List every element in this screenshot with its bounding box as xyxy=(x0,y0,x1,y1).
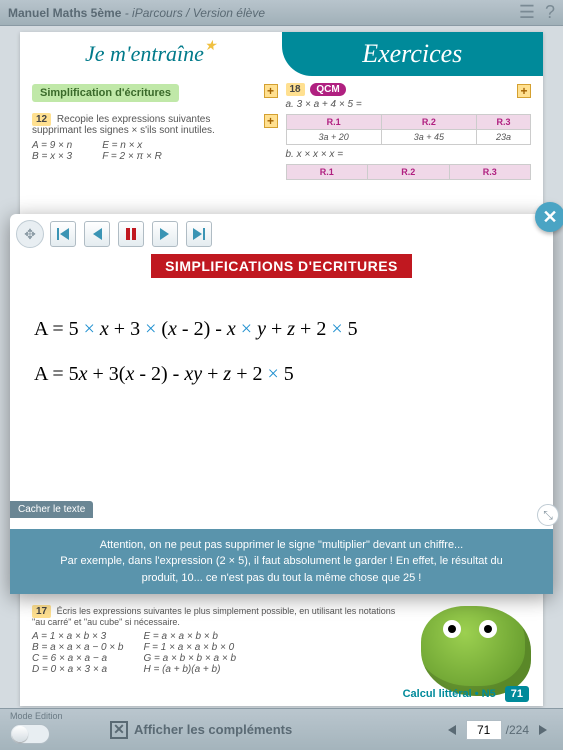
overlay-toolbar: ✥ xyxy=(10,214,553,254)
app-title: Manuel Maths 5ème - iParcours / Version … xyxy=(8,6,265,20)
last-button[interactable] xyxy=(186,221,212,247)
prev-button[interactable] xyxy=(84,221,110,247)
equation: B = x × 3 xyxy=(32,151,72,162)
bottom-left: 17 Écris les expressions suivantes le pl… xyxy=(32,606,399,696)
qcm-table-b: R.1R.2R.3 xyxy=(286,164,532,180)
mode-edition-label: Mode Edition xyxy=(10,711,63,721)
resize-handle-icon[interactable]: ⤡ xyxy=(537,504,559,526)
table-cell[interactable]: 3a + 45 xyxy=(381,130,476,145)
note-line: Attention, on ne peut pas supprimer le s… xyxy=(24,537,539,554)
equation: E = n × x xyxy=(102,140,162,151)
equation: A = 1 × a × b × 3 xyxy=(32,631,123,642)
table-header[interactable]: R.2 xyxy=(368,165,450,180)
equation: F = 1 × a × a × b × 0 xyxy=(143,642,236,653)
expand-button[interactable]: + xyxy=(517,84,531,98)
chapter-label: Calcul littéral • N5 xyxy=(403,688,496,700)
move-handle-icon[interactable]: ✥ xyxy=(16,220,44,248)
help-icon[interactable]: ? xyxy=(545,2,555,23)
page-header: Je m'entraîne★ Exercices xyxy=(20,32,543,76)
table-header[interactable]: R.1 xyxy=(286,115,381,130)
page-number-badge: 71 xyxy=(505,686,529,702)
edition-toggle[interactable] xyxy=(10,724,50,744)
table-header[interactable]: R.2 xyxy=(381,115,476,130)
afficher-label: Afficher les compléments xyxy=(134,722,292,737)
expand-button[interactable]: + xyxy=(264,114,278,128)
overlay-body: A = 5 × x + 3 × (x - 2) - x × y + z + 2 … xyxy=(10,276,553,418)
table-header[interactable]: R.3 xyxy=(476,115,530,130)
table-cell[interactable]: 3a + 20 xyxy=(286,130,381,145)
pause-button[interactable] xyxy=(118,221,144,247)
expand-button[interactable]: + xyxy=(264,84,278,98)
qcm-line-a: a. 3 × a + 4 × 5 = xyxy=(286,99,532,110)
page-input[interactable] xyxy=(466,720,502,740)
qcm-table-a: R.1R.2R.3 3a + 203a + 4523a xyxy=(286,114,532,145)
equation: F = 2 × π × R xyxy=(102,151,162,162)
next-button[interactable] xyxy=(152,221,178,247)
section-title: Simplification d'écritures xyxy=(32,84,179,102)
hide-text-tab[interactable]: Cacher le texte xyxy=(10,501,93,518)
table-header[interactable]: R.3 xyxy=(449,165,531,180)
equation: H = (a + b)(a + b) xyxy=(143,664,236,675)
header-left: Je m'entraîne★ xyxy=(20,32,282,76)
crocodile-illustration xyxy=(411,606,531,696)
qcm-badge: QCM xyxy=(310,83,345,96)
note-line: produit, 10... ce n'est pas du tout la m… xyxy=(24,570,539,587)
overlay-title-wrap: SIMPLIFICATIONS D'ECRITURES xyxy=(10,258,553,276)
afficher-complements-button[interactable]: ✕ Afficher les compléments xyxy=(110,721,292,739)
page-total: /224 xyxy=(506,723,529,737)
next-page-button[interactable] xyxy=(533,720,553,740)
note-line: Par exemple, dans l'expression (2 × 5), … xyxy=(24,553,539,570)
exercise-text: Recopie les expressions suivantes suppri… xyxy=(32,114,215,136)
equation: D = 0 × a × 3 × a xyxy=(32,664,123,675)
table-header[interactable]: R.1 xyxy=(286,165,368,180)
header-left-text: Je m'entraîne xyxy=(85,41,204,67)
header-right: Exercices xyxy=(282,32,544,76)
note-box: Attention, on ne peut pas supprimer le s… xyxy=(10,529,553,595)
table-cell[interactable]: 23a xyxy=(476,130,530,145)
left-column: Simplification d'écritures + + 12 Recopi… xyxy=(32,84,278,180)
exercise-number: 18 xyxy=(286,83,305,96)
equation: E = a × a × b × b xyxy=(143,631,236,642)
close-icon: ✕ xyxy=(110,721,128,739)
title-bold: Manuel Maths 5ème xyxy=(8,6,121,20)
title-rest: - iParcours / Version élève xyxy=(121,6,265,20)
close-button[interactable]: ✕ xyxy=(535,202,563,232)
equation-1: A = 5 × x + 3 × (x - 2) - x × y + z + 2 … xyxy=(34,318,529,341)
prev-page-button[interactable] xyxy=(442,720,462,740)
overlay-title: SIMPLIFICATIONS D'ECRITURES xyxy=(151,254,412,278)
page-footer: Calcul littéral • N5 71 xyxy=(403,688,529,700)
qcm-line-b: b. x × x × x = xyxy=(286,149,532,160)
app-footer: Mode Edition ✕ Afficher les compléments … xyxy=(0,708,563,750)
right-column: + 18 QCM a. 3 × a + 4 × 5 = R.1R.2R.3 3a… xyxy=(286,84,532,180)
animation-overlay: ✕ ✥ SIMPLIFICATIONS D'ECRITURES A = 5 × … xyxy=(10,214,553,594)
equation: A = 9 × n xyxy=(32,140,72,151)
equation-list: A = 9 × n B = x × 3 E = n × x F = 2 × π … xyxy=(32,140,278,162)
exercise-text: Écris les expressions suivantes le plus … xyxy=(32,606,395,627)
star-icon: ★ xyxy=(204,38,217,55)
equation: C = 6 × a × a − a xyxy=(32,653,123,664)
top-bar: Manuel Maths 5ème - iParcours / Version … xyxy=(0,0,563,26)
first-button[interactable] xyxy=(50,221,76,247)
pager: /224 xyxy=(442,720,553,740)
content-columns: Simplification d'écritures + + 12 Recopi… xyxy=(20,76,543,188)
menu-list-icon[interactable]: ☰ xyxy=(519,2,535,23)
equation-2: A = 5x + 3(x - 2) - xy + z + 2 × 5 xyxy=(34,363,529,386)
equation: B = a × a × a − 0 × b xyxy=(32,642,123,653)
equation: G = a × b × b × a × b xyxy=(143,653,236,664)
